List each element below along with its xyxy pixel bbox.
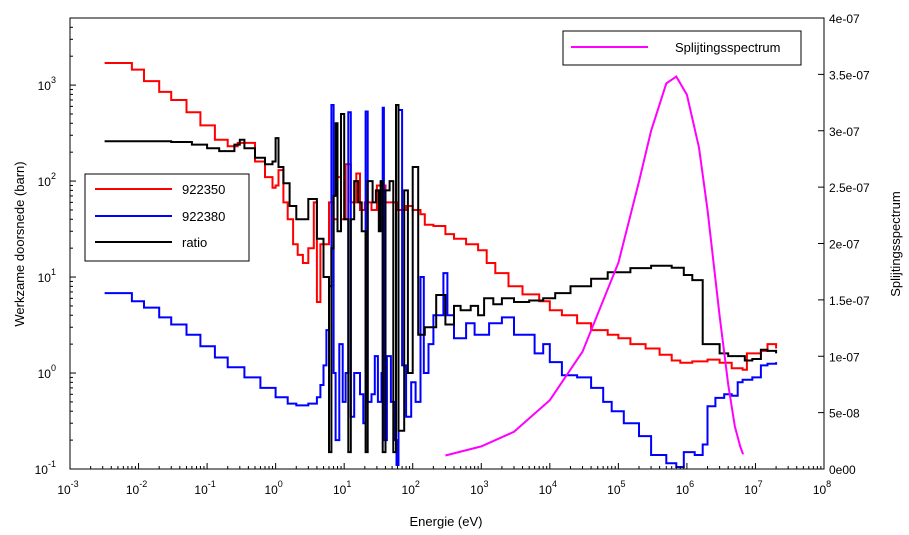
x-tick-label: 10-2 [126, 479, 147, 497]
y-left-tick-label: 102 [38, 171, 56, 189]
x-tick-label: 106 [676, 479, 694, 497]
x-tick-label: 102 [402, 479, 420, 497]
y-right-tick-label: 1e-07 [829, 350, 860, 364]
legend-label-922380: 922380 [182, 209, 225, 224]
y-right-tick-label: 2.5e-07 [829, 181, 870, 195]
y-right-tick-label: 5e-08 [829, 407, 860, 421]
y-left-tick-label: 10-1 [35, 459, 56, 477]
legend-left: 922350 922380 ratio [84, 173, 250, 262]
x-tick-label: 107 [744, 479, 762, 497]
series-layer [104, 62, 778, 468]
axes-layer: 10-3 10-2 10-1 100 101 102 103 104 105 106 107 108 1… [35, 12, 870, 497]
y-axis-left-label: Werkzame doorsnede (barn) [12, 161, 27, 326]
series-line-ratio [104, 104, 778, 454]
x-tick-label: 103 [470, 479, 488, 497]
y-left-tick-label: 100 [38, 363, 56, 381]
y-right-tick-label: 4e-07 [829, 12, 860, 26]
x-tick-label: 108 [813, 479, 831, 497]
x-tick-label: 105 [607, 479, 625, 497]
x-tick-label: 10-3 [57, 479, 78, 497]
y-right-tick-label: 3.5e-07 [829, 68, 870, 82]
x-tick-label: 104 [539, 479, 557, 497]
x-tick-label: 10-1 [194, 479, 215, 497]
y-right-tick-label: 3e-07 [829, 125, 860, 139]
y-right-tick-label: 1.5e-07 [829, 294, 870, 308]
x-axis-label: Energie (eV) [410, 514, 483, 529]
legend-label-922350: 922350 [182, 182, 225, 197]
legend-label-ratio: ratio [182, 235, 207, 250]
y-axis-right-label: Splijtingsspectrum [888, 191, 903, 297]
y-left-tick-label: 101 [38, 267, 56, 285]
legend-label-splijtingsspectrum: Splijtingsspectrum [675, 40, 781, 55]
y-right-tick-label: 0e00 [829, 463, 856, 477]
x-tick-label: 100 [264, 479, 282, 497]
y-right-tick-label: 2e-07 [829, 238, 860, 252]
series-line-splijtingsspectrum [445, 75, 745, 457]
y-left-tick-label: 103 [38, 75, 56, 93]
x-tick-label: 101 [333, 479, 351, 497]
legend-right: Splijtingsspectrum [562, 30, 802, 66]
